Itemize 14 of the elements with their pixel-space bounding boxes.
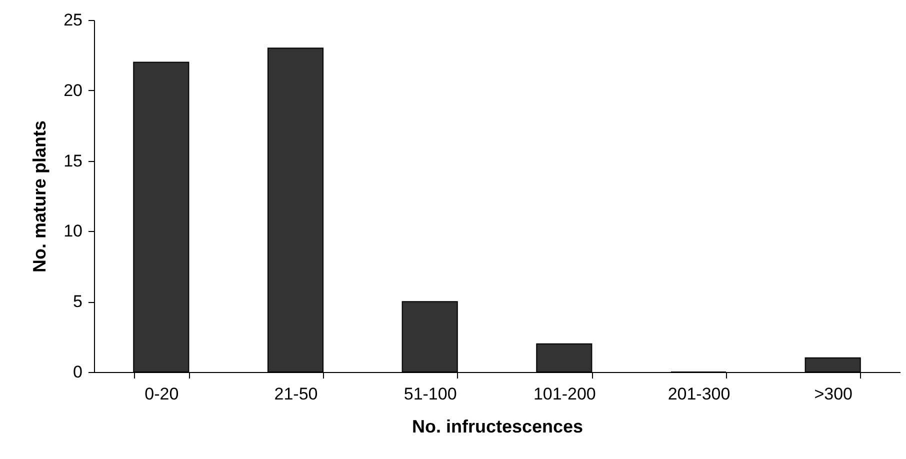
x-tick-label: >300 — [814, 384, 852, 404]
y-tick-label: 10 — [64, 222, 82, 241]
x-tick-label: 51-100 — [404, 384, 457, 404]
y-axis-title: No. mature plants — [30, 120, 50, 273]
y-tick-label: 5 — [73, 292, 82, 312]
x-tick-label: 201-300 — [668, 384, 730, 404]
x-tick-label: 0-20 — [144, 384, 179, 404]
x-tick-label: 101-200 — [533, 384, 596, 404]
y-tick-label: 20 — [64, 80, 82, 100]
x-tick-label: 21-50 — [274, 384, 318, 404]
y-tick-label: 15 — [64, 151, 82, 170]
y-tick-label: 25 — [64, 10, 82, 30]
y-tick-label: 0 — [73, 362, 82, 382]
x-axis-title: No. infructescences — [412, 416, 584, 436]
